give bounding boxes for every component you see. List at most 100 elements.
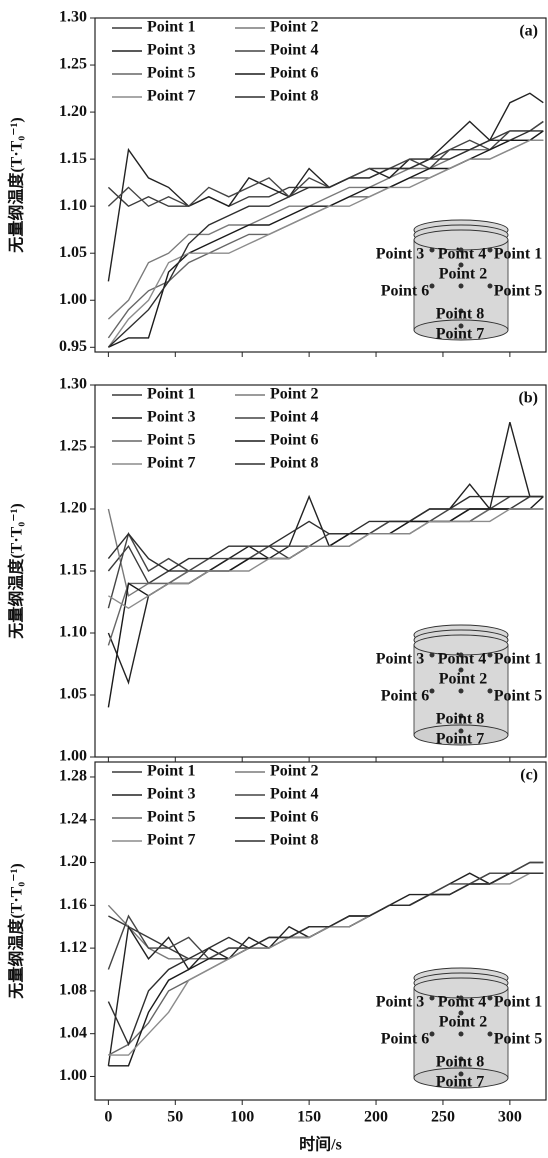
inset-label: Point 2 xyxy=(439,266,487,283)
inset-label: Point 3 xyxy=(376,246,424,263)
legend-label: Point 5 xyxy=(147,432,195,449)
series-line xyxy=(107,872,544,1047)
legend-label: Point 1 xyxy=(147,763,195,780)
sensor-dot xyxy=(458,1031,464,1037)
legend-label: Point 3 xyxy=(147,786,195,803)
sensor-dot xyxy=(429,688,435,694)
x-tick-label: 300 xyxy=(498,1109,522,1126)
sensor-dot xyxy=(429,995,435,1001)
y-tick-label: 1.15 xyxy=(59,562,87,579)
y-tick-label: 1.24 xyxy=(59,810,87,827)
sensor-dot xyxy=(458,283,464,289)
sensor-dot xyxy=(458,688,464,694)
y-tick-label: 1.28 xyxy=(59,768,87,785)
sensor-dot xyxy=(487,247,493,253)
sensor-dot xyxy=(458,1056,464,1062)
cylinder-bottom xyxy=(413,724,509,746)
legend-label: Point 1 xyxy=(147,386,195,403)
sensor-dot xyxy=(458,323,464,329)
y-tick-label: 1.30 xyxy=(59,376,87,393)
series-line xyxy=(107,508,544,646)
legend-label: Point 4 xyxy=(270,42,318,59)
inset-label: Point 4 xyxy=(438,994,486,1011)
sensor-dot xyxy=(458,1010,464,1016)
inset-label: Point 7 xyxy=(436,731,484,748)
y-tick-label: 1.10 xyxy=(59,624,87,641)
y-tick-label: 1.05 xyxy=(59,686,87,703)
sensor-dot xyxy=(487,283,493,289)
sensor-dot xyxy=(487,995,493,1001)
y-tick-label: 1.12 xyxy=(59,939,87,956)
inset-label: Point 5 xyxy=(494,283,542,300)
inset-label: Point 3 xyxy=(376,651,424,668)
legend-label: Point 2 xyxy=(270,19,318,36)
sensor-dot xyxy=(429,247,435,253)
plot-frame xyxy=(94,17,547,353)
legend-label: Point 5 xyxy=(147,65,195,82)
panel-label: (a) xyxy=(519,23,538,40)
y-tick-label: 1.15 xyxy=(59,150,87,167)
inset-label: Point 8 xyxy=(436,306,484,323)
legend-label: Point 3 xyxy=(147,42,195,59)
cylinder-bottom xyxy=(413,319,509,341)
inset-label: Point 7 xyxy=(436,326,484,343)
inset-label: Point 1 xyxy=(494,651,542,668)
legend-label: Point 8 xyxy=(270,88,318,105)
y-axis-label: 无量纲温度(T·T₀⁻¹) xyxy=(7,503,26,639)
y-tick-label: 1.25 xyxy=(59,438,87,455)
inset-label: Point 5 xyxy=(494,1031,542,1048)
y-tick-label: 1.00 xyxy=(59,748,87,765)
panel-label: (b) xyxy=(518,390,538,407)
y-tick-label: 1.20 xyxy=(59,500,87,517)
sensor-dot xyxy=(458,262,464,268)
inset-label: Point 4 xyxy=(438,651,486,668)
sensor-dot xyxy=(429,1031,435,1037)
legend-label: Point 8 xyxy=(270,455,318,472)
legend-label: Point 2 xyxy=(270,763,318,780)
y-tick-label: 1.10 xyxy=(59,197,87,214)
series-line xyxy=(108,508,544,610)
inset-label: Point 1 xyxy=(494,246,542,263)
panel-label: (c) xyxy=(520,767,538,784)
inset-label: Point 7 xyxy=(436,1074,484,1091)
series-line xyxy=(107,120,544,208)
legend-label: Point 6 xyxy=(270,432,318,449)
series-line xyxy=(107,495,544,572)
inset-label: Point 1 xyxy=(494,994,542,1011)
legend-label: Point 6 xyxy=(270,65,318,82)
x-tick-label: 0 xyxy=(104,1109,112,1126)
cylinder-bottom xyxy=(413,1067,509,1089)
inset-label: Point 6 xyxy=(381,283,429,300)
sensor-dot xyxy=(487,1031,493,1037)
y-tick-label: 1.00 xyxy=(59,1067,87,1084)
y-tick-label: 1.00 xyxy=(59,291,87,308)
y-tick-label: 1.20 xyxy=(59,853,87,870)
series-line xyxy=(107,120,544,208)
sensor-dot xyxy=(458,713,464,719)
y-axis-label: 无量纲温度(T·T₀⁻¹) xyxy=(7,863,26,999)
legend-label: Point 4 xyxy=(270,786,318,803)
inset-label: Point 6 xyxy=(381,688,429,705)
y-tick-label: 1.05 xyxy=(59,244,87,261)
sensor-dot xyxy=(458,667,464,673)
series-line xyxy=(107,130,544,348)
x-tick-label: 150 xyxy=(297,1109,321,1126)
y-tick-label: 1.30 xyxy=(59,9,87,26)
y-tick-label: 0.95 xyxy=(59,338,87,355)
sensor-dot xyxy=(487,652,493,658)
legend-label: Point 7 xyxy=(147,832,195,849)
inset-label: Point 3 xyxy=(376,994,424,1011)
legend-label: Point 1 xyxy=(147,19,195,36)
series-line xyxy=(107,495,544,609)
legend-label: Point 8 xyxy=(270,832,318,849)
sensor-dot xyxy=(487,688,493,694)
x-tick-label: 250 xyxy=(431,1109,455,1126)
sensor-dot xyxy=(458,652,464,658)
inset-label: Point 4 xyxy=(438,246,486,263)
x-axis-label: 时间/s xyxy=(299,1135,342,1154)
sensor-dot xyxy=(458,247,464,253)
inset-label: Point 5 xyxy=(494,688,542,705)
plot-frame xyxy=(94,761,547,1101)
y-axis-label: 无量纲温度(T·T₀⁻¹) xyxy=(7,117,26,253)
